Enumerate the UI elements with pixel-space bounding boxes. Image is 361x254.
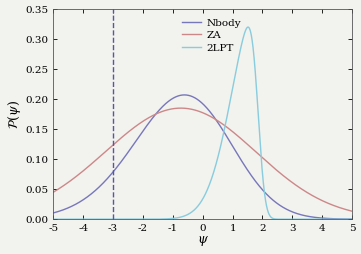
ZA [189, 108, 193, 111]
ZA [350, 210, 354, 213]
Nbody [182, 93, 187, 97]
Nbody [342, 217, 346, 220]
2LPT [350, 218, 354, 221]
Nbody [51, 211, 56, 214]
2LPT [342, 218, 346, 221]
Line: ZA: ZA [53, 108, 352, 211]
Line: 2LPT: 2LPT [53, 27, 352, 219]
Y-axis label: $\mathcal{P}(\psi)$: $\mathcal{P}(\psi)$ [5, 100, 22, 129]
Nbody [189, 94, 193, 98]
2LPT [51, 218, 56, 221]
ZA [197, 110, 201, 113]
Nbody [341, 217, 345, 220]
ZA [51, 191, 56, 194]
ZA [179, 107, 183, 110]
Nbody [287, 209, 291, 212]
ZA [66, 181, 71, 184]
Nbody [350, 218, 354, 221]
2LPT [188, 211, 193, 214]
ZA [342, 207, 346, 210]
X-axis label: $\psi$: $\psi$ [197, 234, 209, 248]
Line: Nbody: Nbody [53, 95, 352, 219]
2LPT [66, 218, 71, 221]
2LPT [246, 26, 250, 29]
ZA [341, 207, 345, 210]
Nbody [66, 206, 71, 209]
2LPT [341, 218, 345, 221]
2LPT [287, 218, 291, 221]
2LPT [196, 204, 201, 207]
Nbody [197, 99, 201, 102]
Legend: Nbody, ZA, 2LPT: Nbody, ZA, 2LPT [178, 14, 245, 57]
ZA [287, 178, 291, 181]
